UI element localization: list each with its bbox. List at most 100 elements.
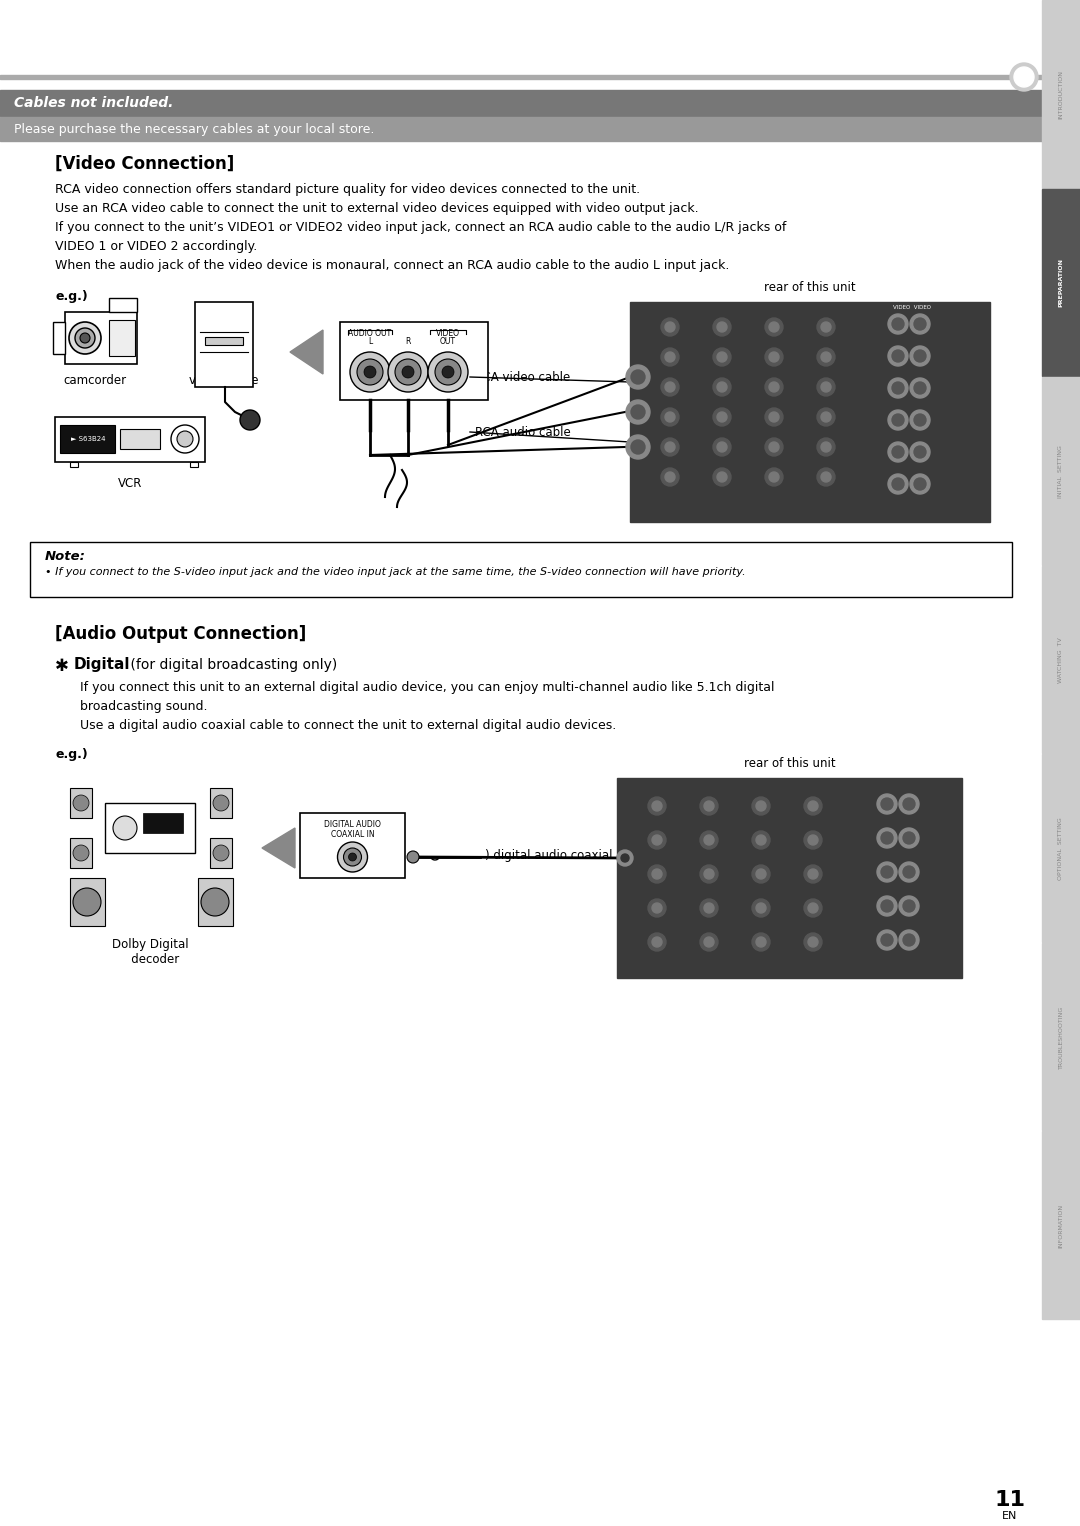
Text: TROUBLESHOOTING: TROUBLESHOOTING bbox=[1058, 1006, 1064, 1068]
Circle shape bbox=[877, 862, 897, 882]
Circle shape bbox=[910, 475, 930, 494]
Circle shape bbox=[914, 349, 926, 362]
Circle shape bbox=[888, 346, 908, 366]
Circle shape bbox=[899, 896, 919, 916]
Circle shape bbox=[171, 426, 199, 453]
Bar bbox=[1042, 1131, 1080, 1318]
Circle shape bbox=[395, 359, 421, 385]
Circle shape bbox=[213, 845, 229, 861]
Circle shape bbox=[626, 365, 650, 389]
Text: camcorder: camcorder bbox=[64, 374, 126, 388]
Circle shape bbox=[626, 435, 650, 459]
Circle shape bbox=[704, 903, 714, 913]
Circle shape bbox=[756, 903, 766, 913]
Circle shape bbox=[804, 797, 822, 815]
Circle shape bbox=[881, 832, 893, 844]
Polygon shape bbox=[291, 330, 323, 374]
Bar bbox=[1042, 754, 1080, 942]
Circle shape bbox=[816, 407, 835, 426]
Circle shape bbox=[428, 353, 468, 392]
Circle shape bbox=[343, 848, 362, 865]
Circle shape bbox=[881, 934, 893, 946]
Bar bbox=[617, 778, 962, 978]
Circle shape bbox=[665, 382, 675, 392]
Text: VIDEO  VIDEO: VIDEO VIDEO bbox=[893, 305, 931, 310]
Circle shape bbox=[73, 845, 89, 861]
Circle shape bbox=[648, 899, 666, 917]
Circle shape bbox=[402, 366, 414, 378]
Circle shape bbox=[899, 829, 919, 848]
Bar bbox=[143, 813, 183, 833]
Text: ) digital audio coaxial cable: ) digital audio coaxial cable bbox=[485, 848, 648, 862]
Circle shape bbox=[888, 314, 908, 334]
Circle shape bbox=[804, 932, 822, 951]
Circle shape bbox=[717, 382, 727, 392]
Circle shape bbox=[626, 400, 650, 424]
Text: video game: video game bbox=[189, 374, 259, 388]
Circle shape bbox=[881, 865, 893, 877]
Circle shape bbox=[1014, 67, 1034, 87]
Text: WATCHING  TV: WATCHING TV bbox=[1058, 638, 1064, 682]
Text: VCR: VCR bbox=[118, 478, 143, 490]
Circle shape bbox=[752, 797, 770, 815]
Text: OPTIONAL  SETTING: OPTIONAL SETTING bbox=[1058, 818, 1064, 881]
Text: RCA video cable: RCA video cable bbox=[475, 371, 570, 383]
Circle shape bbox=[903, 934, 915, 946]
Circle shape bbox=[914, 414, 926, 426]
Text: ✱: ✱ bbox=[55, 658, 75, 674]
Text: If you connect this unit to an external digital audio device, you can enjoy mult: If you connect this unit to an external … bbox=[80, 681, 774, 694]
Circle shape bbox=[821, 443, 831, 452]
Circle shape bbox=[765, 438, 783, 456]
Circle shape bbox=[877, 896, 897, 916]
Circle shape bbox=[765, 378, 783, 397]
Text: INFORMATION: INFORMATION bbox=[1058, 1204, 1064, 1248]
Circle shape bbox=[892, 317, 904, 330]
Circle shape bbox=[700, 899, 718, 917]
Circle shape bbox=[892, 382, 904, 394]
Circle shape bbox=[903, 900, 915, 913]
Circle shape bbox=[752, 865, 770, 884]
Circle shape bbox=[704, 801, 714, 810]
Text: EN: EN bbox=[1002, 1511, 1017, 1521]
Circle shape bbox=[435, 359, 461, 385]
Bar bbox=[205, 337, 243, 345]
Circle shape bbox=[648, 932, 666, 951]
Text: Note:: Note: bbox=[45, 549, 86, 563]
Bar bbox=[70, 787, 92, 818]
Circle shape bbox=[704, 868, 714, 879]
Bar bbox=[60, 426, 114, 453]
Text: VIDEO: VIDEO bbox=[436, 330, 460, 337]
Circle shape bbox=[910, 410, 930, 430]
Circle shape bbox=[816, 438, 835, 456]
Text: e.g.): e.g.) bbox=[55, 290, 87, 304]
Text: If you connect to the unit’s VIDEO1 or VIDEO2 video input jack, connect an RCA a: If you connect to the unit’s VIDEO1 or V… bbox=[55, 221, 786, 233]
Text: broadcasting sound.: broadcasting sound. bbox=[80, 700, 207, 713]
Text: e.g.): e.g.) bbox=[55, 748, 87, 761]
Circle shape bbox=[717, 322, 727, 333]
Circle shape bbox=[914, 478, 926, 490]
Circle shape bbox=[213, 795, 229, 810]
Bar bbox=[70, 838, 92, 868]
Circle shape bbox=[665, 353, 675, 362]
Circle shape bbox=[80, 333, 90, 343]
Circle shape bbox=[821, 322, 831, 333]
Circle shape bbox=[821, 472, 831, 482]
Circle shape bbox=[713, 407, 731, 426]
Circle shape bbox=[769, 443, 779, 452]
Circle shape bbox=[756, 801, 766, 810]
Circle shape bbox=[717, 443, 727, 452]
Bar bbox=[70, 877, 105, 926]
Circle shape bbox=[700, 797, 718, 815]
Circle shape bbox=[713, 468, 731, 485]
Bar bbox=[1042, 566, 1080, 754]
Text: DIGITAL AUDIO
COAXIAL IN: DIGITAL AUDIO COAXIAL IN bbox=[324, 819, 381, 839]
Text: PREPARATION: PREPARATION bbox=[1058, 258, 1064, 307]
Circle shape bbox=[661, 348, 679, 366]
Bar bbox=[120, 429, 160, 449]
Circle shape bbox=[765, 317, 783, 336]
Circle shape bbox=[240, 410, 260, 430]
Text: RCA audio cable: RCA audio cable bbox=[475, 426, 570, 438]
Circle shape bbox=[899, 929, 919, 951]
Circle shape bbox=[713, 348, 731, 366]
Circle shape bbox=[881, 798, 893, 810]
